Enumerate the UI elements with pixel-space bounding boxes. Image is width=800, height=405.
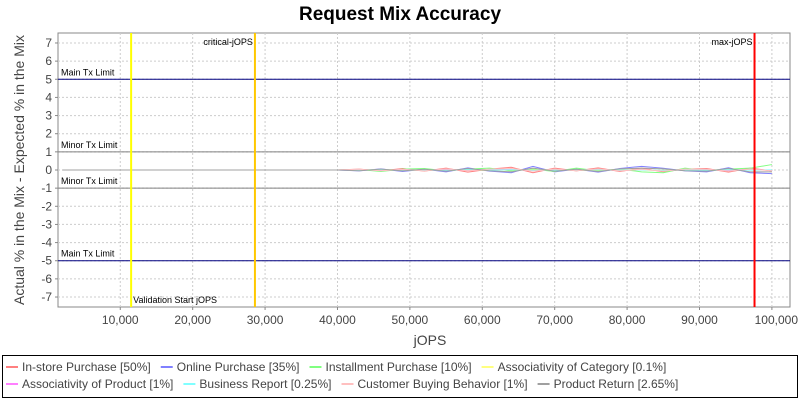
x-tick-label: 20,000 bbox=[174, 313, 211, 327]
legend-item: Associativity of Category [0.1%] bbox=[498, 360, 667, 374]
y-tick-label: 5 bbox=[45, 72, 52, 86]
y-tick-label: 4 bbox=[45, 90, 52, 104]
marker-line-label: max-jOPS bbox=[712, 37, 753, 47]
x-tick-label: 60,000 bbox=[464, 313, 501, 327]
x-tick-label: 30,000 bbox=[247, 313, 284, 327]
x-axis-label: jOPS bbox=[413, 332, 447, 348]
y-tick-label: 1 bbox=[45, 145, 52, 159]
y-axis-label: Actual % in the Mix - Expected % in the … bbox=[11, 35, 27, 305]
legend-item: Associativity of Product [1%] bbox=[22, 377, 173, 391]
marker-line-label: critical-jOPS bbox=[203, 37, 253, 47]
y-tick-label: -7 bbox=[41, 290, 52, 304]
limit-line-label: Main Tx Limit bbox=[61, 249, 115, 259]
limit-line-label: Minor Tx Limit bbox=[61, 176, 118, 186]
legend-item: Product Return [2.65%] bbox=[554, 377, 679, 391]
x-tick-label: 50,000 bbox=[392, 313, 429, 327]
legend-item: Installment Purchase [10%] bbox=[325, 360, 471, 374]
y-tick-label: -5 bbox=[41, 254, 52, 268]
limit-line-label: Main Tx Limit bbox=[61, 67, 115, 77]
x-tick-label: 70,000 bbox=[536, 313, 573, 327]
x-tick-label: 40,000 bbox=[319, 313, 356, 327]
legend-item: Online Purchase [35%] bbox=[177, 360, 300, 374]
y-tick-label: -3 bbox=[41, 217, 52, 231]
y-tick-label: 3 bbox=[45, 109, 52, 123]
y-tick-label: 7 bbox=[45, 36, 52, 50]
chart-title: Request Mix Accuracy bbox=[299, 4, 501, 25]
x-tick-label: 10,000 bbox=[102, 313, 139, 327]
legend-box bbox=[2, 355, 798, 398]
x-tick-label: 80,000 bbox=[609, 313, 646, 327]
y-tick-label: -2 bbox=[41, 199, 52, 213]
x-tick-label: 90,000 bbox=[681, 313, 718, 327]
y-tick-label: -6 bbox=[41, 272, 52, 286]
series-line bbox=[62, 167, 772, 173]
y-tick-label: -1 bbox=[41, 181, 52, 195]
y-tick-label: 6 bbox=[45, 54, 52, 68]
legend-item: In-store Purchase [50%] bbox=[22, 360, 151, 374]
legend-item: Business Report [0.25%] bbox=[199, 377, 331, 391]
y-tick-label: 0 bbox=[45, 163, 52, 177]
limit-line-label: Minor Tx Limit bbox=[61, 140, 118, 150]
y-tick-label: -4 bbox=[41, 236, 52, 250]
x-tick-label: 100,000 bbox=[755, 313, 799, 327]
y-tick-label: 2 bbox=[45, 127, 52, 141]
legend-item: Customer Buying Behavior [1%] bbox=[357, 377, 527, 391]
marker-line-label: Validation Start jOPS bbox=[133, 295, 217, 305]
